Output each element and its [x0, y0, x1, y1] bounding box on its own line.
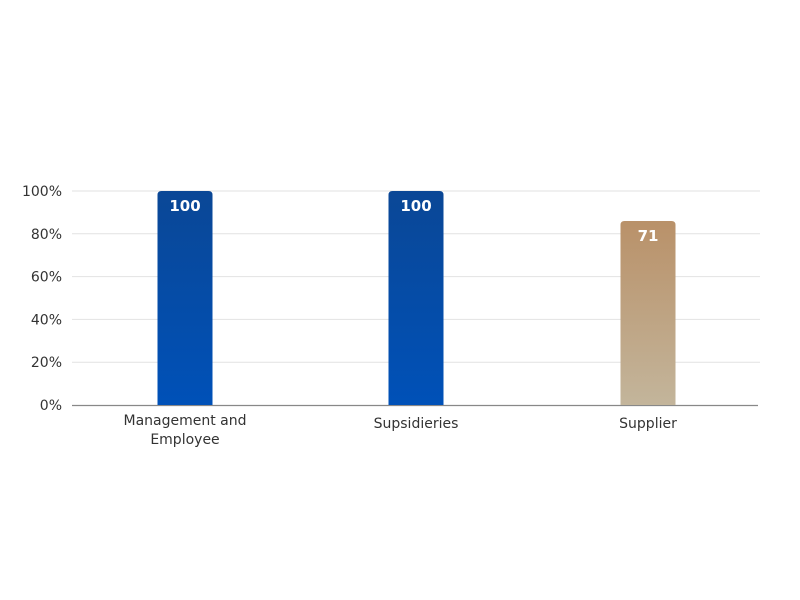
x-category-label-line: Management and [123, 413, 246, 429]
x-category-label: Supplier [619, 416, 677, 432]
data-label: 100 [169, 197, 200, 215]
x-category-label-line: Supsidieries [374, 416, 459, 432]
data-label: 100 [400, 197, 431, 215]
data-label: 71 [638, 227, 659, 245]
x-category-label-line: Supplier [619, 416, 677, 432]
bar [157, 191, 213, 405]
y-tick-label: 0% [40, 398, 62, 414]
y-tick-label: 100% [22, 184, 62, 200]
x-category-label: Management and Employee [123, 413, 246, 448]
bar [388, 191, 444, 405]
x-category-label: Supsidieries [374, 416, 459, 432]
y-tick-label: 80% [31, 227, 62, 243]
x-category-label-line: Employee [150, 432, 219, 448]
y-tick-label: 20% [31, 355, 62, 371]
bar [620, 220, 676, 405]
y-tick-label: 40% [31, 312, 62, 328]
y-tick-label: 60% [31, 270, 62, 286]
